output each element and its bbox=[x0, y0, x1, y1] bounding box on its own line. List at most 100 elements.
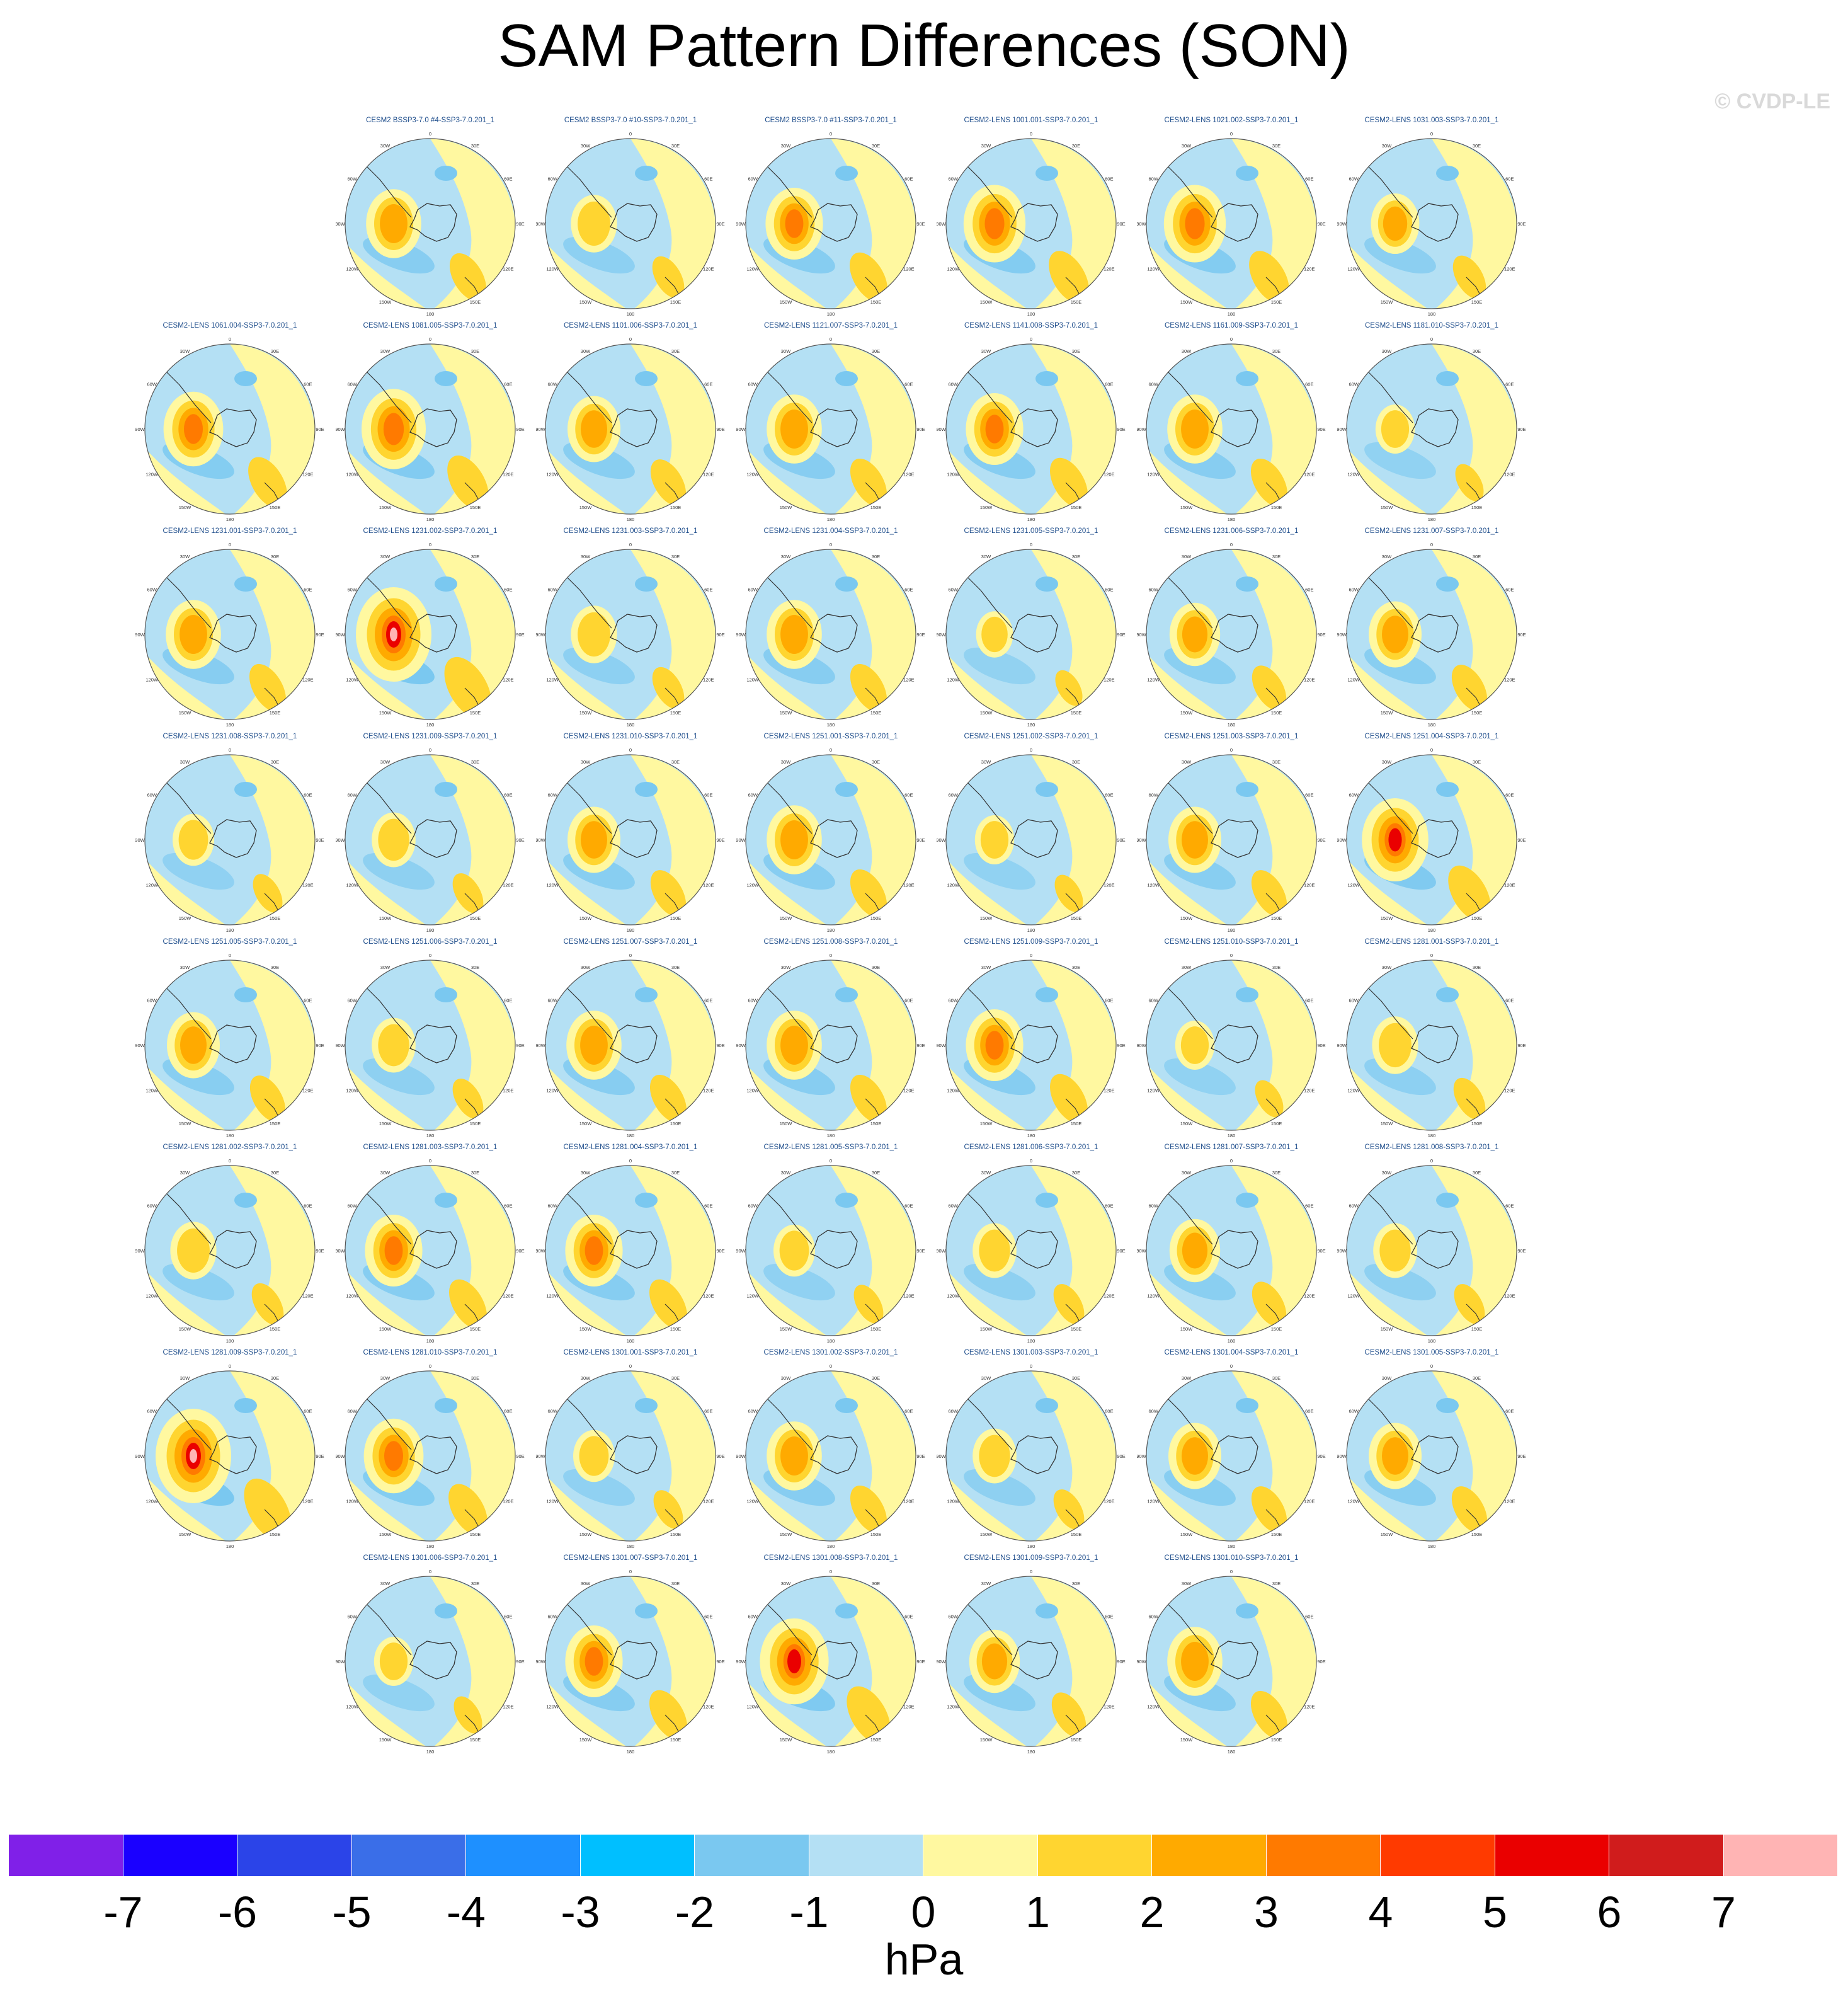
map-field bbox=[145, 1371, 315, 1541]
lon-label: 120E bbox=[503, 1293, 514, 1299]
lon-label: 150E bbox=[870, 299, 882, 305]
map-field bbox=[145, 960, 315, 1130]
lon-label: 30W bbox=[180, 759, 190, 765]
lon-label: 30E bbox=[271, 348, 279, 354]
lon-label: 30W bbox=[581, 1581, 591, 1586]
map-field bbox=[545, 1576, 716, 1746]
lon-label: 120E bbox=[1304, 883, 1315, 888]
lon-label: 150E bbox=[270, 915, 281, 921]
map-field bbox=[946, 549, 1116, 719]
lon-label: 180 bbox=[426, 927, 435, 933]
panel-label: CESM2-LENS 1141.008-SSP3-7.0.201_1 bbox=[964, 322, 1098, 329]
panel-label: CESM2-LENS 1231.003-SSP3-7.0.201_1 bbox=[563, 527, 698, 535]
lon-label: 30E bbox=[872, 348, 880, 354]
polar-map: 0 30E 60E 90E 120E 150E 180 150W 120W 90W 60W 30W bbox=[736, 1158, 925, 1344]
lon-label: 30W bbox=[1382, 759, 1392, 765]
panel-label: CESM2-LENS 1251.010-SSP3-7.0.201_1 bbox=[1164, 938, 1299, 946]
map-field bbox=[746, 1576, 916, 1746]
lon-label: 150W bbox=[579, 1737, 593, 1743]
panel-label: CESM2-LENS 1231.004-SSP3-7.0.201_1 bbox=[763, 527, 898, 535]
map-panel: CESM2-LENS 1251.004-SSP3-7.0.201_1 0 30E 60… bbox=[1337, 733, 1526, 934]
lon-label: 60E bbox=[504, 176, 512, 182]
lon-label: 90W bbox=[536, 1043, 546, 1048]
colorbar-tick-label: 1 bbox=[1025, 1888, 1050, 1937]
lon-label: 60W bbox=[948, 587, 958, 593]
lon-label: 30E bbox=[1072, 554, 1080, 559]
panel-label: CESM2-LENS 1301.005-SSP3-7.0.201_1 bbox=[1364, 1349, 1499, 1356]
polar-map: 0 30E 60E 90E 120E 150E 180 150W 120W 90W 60W 30W bbox=[1337, 1158, 1526, 1344]
lon-label: 90E bbox=[916, 632, 925, 638]
lon-label: 0 bbox=[629, 1158, 632, 1164]
lon-label: 150W bbox=[1180, 1532, 1194, 1537]
lon-label: 0 bbox=[830, 336, 832, 342]
lon-label: 150E bbox=[670, 710, 682, 716]
lon-label: 120W bbox=[346, 266, 359, 272]
lon-label: 150E bbox=[1271, 1532, 1282, 1537]
panel-label: CESM2-LENS 1231.008-SSP3-7.0.201_1 bbox=[163, 733, 297, 740]
map-panel: CESM2-LENS 1001.001-SSP3-7.0.201_1 0 30E 60… bbox=[937, 117, 1126, 318]
map-field bbox=[545, 344, 716, 514]
lon-label: 0 bbox=[629, 542, 632, 547]
lon-label: 90W bbox=[536, 1659, 546, 1665]
lon-label: 150W bbox=[1381, 1532, 1394, 1537]
polar-map: 0 30E 60E 90E 120E 150E 180 150W 120W 90W 60W 30W bbox=[937, 1363, 1126, 1549]
map-panel: CESM2-LENS 1301.008-SSP3-7.0.201_1 0 30E 60… bbox=[736, 1554, 925, 1756]
map-panel: CESM2-LENS 1301.001-SSP3-7.0.201_1 0 30E 60… bbox=[536, 1349, 725, 1550]
lon-label: 120E bbox=[903, 1499, 915, 1504]
map-field bbox=[1347, 960, 1517, 1130]
lon-label: 30E bbox=[1272, 348, 1280, 354]
lon-label: 90W bbox=[536, 221, 546, 227]
lon-label: 30E bbox=[872, 1170, 880, 1176]
colorbar-tick-label: 0 bbox=[911, 1888, 936, 1937]
lon-label: 0 bbox=[429, 1158, 431, 1164]
lon-label: 30W bbox=[380, 1170, 391, 1176]
lon-label: 0 bbox=[629, 953, 632, 958]
lon-label: 90E bbox=[716, 1043, 724, 1048]
lon-label: 90W bbox=[336, 1043, 346, 1048]
lon-label: 180 bbox=[827, 722, 835, 728]
lon-label: 60E bbox=[904, 382, 913, 387]
colorbar bbox=[9, 1835, 1838, 1876]
lon-label: 60E bbox=[904, 176, 913, 182]
lon-label: 30W bbox=[781, 143, 791, 149]
colorbar-box bbox=[466, 1835, 581, 1876]
lon-label: 60W bbox=[147, 1409, 157, 1414]
lon-label: 30E bbox=[1473, 1170, 1481, 1176]
lon-label: 120W bbox=[746, 1088, 760, 1094]
map-panel: CESM2-LENS 1231.007-SSP3-7.0.201_1 0 30E 60… bbox=[1337, 527, 1526, 729]
lon-label: 150W bbox=[980, 1737, 993, 1743]
lon-label: 120W bbox=[1347, 266, 1360, 272]
lon-label: 120W bbox=[1147, 1499, 1160, 1504]
lon-label: 60W bbox=[948, 793, 958, 798]
panel-label: CESM2-LENS 1281.003-SSP3-7.0.201_1 bbox=[363, 1143, 498, 1151]
lon-label: 90W bbox=[1137, 837, 1147, 843]
map-field bbox=[345, 1166, 515, 1336]
lon-label: 60W bbox=[1148, 1203, 1158, 1209]
lon-label: 180 bbox=[1027, 927, 1035, 933]
lon-label: 180 bbox=[827, 1133, 835, 1138]
lon-label: 0 bbox=[229, 747, 231, 753]
lon-label: 120W bbox=[746, 472, 760, 478]
polar-map: 0 30E 60E 90E 120E 150E 180 150W 120W 90W 60W 30W bbox=[536, 131, 725, 317]
lon-label: 90E bbox=[1117, 1659, 1125, 1665]
map-field bbox=[545, 960, 716, 1130]
lon-label: 150E bbox=[1071, 1737, 1082, 1743]
lon-label: 90W bbox=[536, 1248, 546, 1254]
lon-label: 120E bbox=[703, 472, 714, 478]
lon-label: 180 bbox=[1228, 1544, 1236, 1549]
colorbar-tick-label: 5 bbox=[1483, 1888, 1507, 1937]
lon-label: 60E bbox=[504, 998, 512, 1004]
lon-label: 90E bbox=[916, 1453, 925, 1459]
lon-label: 150W bbox=[980, 915, 993, 921]
lon-label: 150E bbox=[670, 1326, 682, 1332]
map-field bbox=[345, 755, 515, 925]
lon-label: 60E bbox=[704, 587, 712, 593]
map-field bbox=[1146, 1166, 1316, 1336]
lon-label: 90W bbox=[135, 1043, 145, 1048]
map-panel: CESM2-LENS 1301.005-SSP3-7.0.201_1 0 30E 60… bbox=[1337, 1349, 1526, 1550]
lon-label: 120W bbox=[346, 1088, 359, 1094]
polar-map: 0 30E 60E 90E 120E 150E 180 150W 120W 90W 60W 30W bbox=[1137, 131, 1326, 317]
lon-label: 0 bbox=[1230, 1363, 1233, 1369]
lon-label: 60E bbox=[504, 793, 512, 798]
polar-map: 0 30E 60E 90E 120E 150E 180 150W 120W 90W 60W 30W bbox=[336, 1363, 525, 1549]
